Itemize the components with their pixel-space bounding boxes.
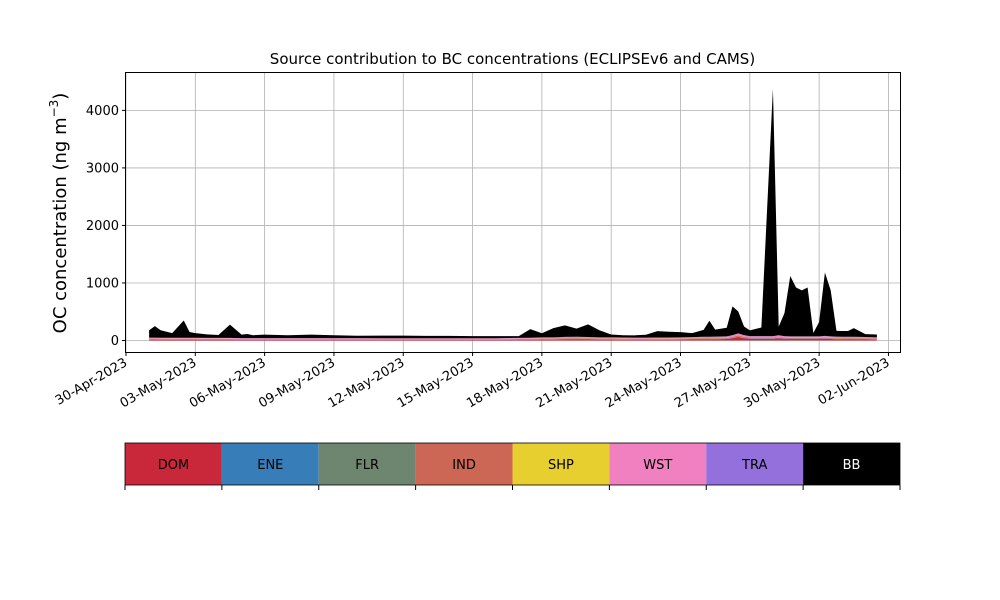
x-tick-label: 24-May-2023 [603,355,685,411]
y-tick-label: 2000 [86,219,119,234]
y-axis-label: OC concentration (ng m−3) [47,93,71,334]
x-tick-label: 06-May-2023 [187,355,269,411]
x-tick-label: 02-Jun-2023 [816,355,893,408]
legend-swatch-tra [706,443,804,485]
y-tick-label: 1000 [86,276,119,291]
x-tick-label: 27-May-2023 [672,355,754,411]
x-tick-label: 21-May-2023 [534,355,616,411]
series-area-shp [149,335,877,340]
legend-swatch-ind [415,443,513,485]
plot-frame [125,72,901,353]
legend-swatch-wst [609,443,707,485]
legend-label-tra: TRA [741,458,767,473]
legend-label-wst: WST [643,458,672,473]
series-area-ene [149,336,877,340]
x-tick-label: 15-May-2023 [395,355,477,411]
y-axis-label-superscript: −3 [47,100,61,118]
series-area-ind [149,335,877,340]
legend-swatch-ene [221,443,319,485]
x-tick-label: 30-May-2023 [741,355,823,411]
grid-lines [125,73,900,352]
legend-frame [124,442,901,486]
x-tick-label: 09-May-2023 [256,355,338,411]
legend-swatch-shp [512,443,610,485]
legend-swatch-bb [803,443,900,485]
legend-label-flr: FLR [355,458,379,473]
y-tick-label: 3000 [86,161,119,176]
series-area-wst [149,333,877,339]
series-area-bb [149,88,877,339]
x-tick-label: 12-May-2023 [326,355,408,411]
legend-label-ind: IND [452,458,476,473]
legend-label-bb: BB [843,458,861,473]
y-axis-label-close: ) [50,93,71,100]
x-tick-label: 18-May-2023 [464,355,546,411]
source-colorbar-legend: DOM ENE FLR IND SHP WST TRA BB [124,442,901,490]
stacked-areas [149,88,877,341]
y-tick-label: 0 [111,334,119,349]
x-tick-label: 03-May-2023 [118,355,200,411]
legend-swatch-dom [125,443,222,485]
legend-label-dom: DOM [158,458,189,473]
legend-swatch-flr [318,443,416,485]
legend-label-shp: SHP [548,458,574,473]
y-tick-label: 4000 [86,104,119,119]
series-area-tra [149,333,877,339]
legend-label-ene: ENE [257,458,283,473]
series-area-dom [149,337,877,341]
y-axis-label-main: OC concentration (ng m [50,117,71,333]
chart-title: Source contribution to BC concentrations… [270,50,755,68]
